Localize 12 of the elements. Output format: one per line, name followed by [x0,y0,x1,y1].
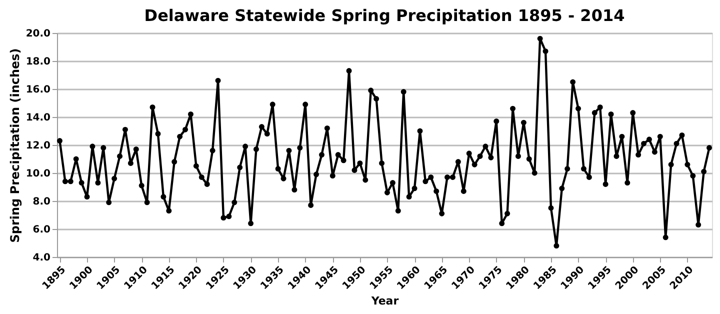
chart-title: Delaware Statewide Spring Precipitation 1895 - 2014 [144,6,625,25]
y-tick-label: 6.0 [32,224,51,236]
y-tick-label: 14.0 [26,112,51,124]
y-tick-label: 4.0 [32,252,51,264]
y-axis-title: Spring Precipitation (inches) [8,48,22,243]
y-tick-label: 12.0 [26,140,51,152]
y-tick-label: 20.0 [26,28,51,40]
y-tick-label: 10.0 [26,168,51,180]
x-axis-title: Year [370,294,400,308]
y-tick-label: 18.0 [26,56,51,68]
y-tick-label: 8.0 [32,196,51,208]
y-tick-label: 16.0 [26,84,51,96]
